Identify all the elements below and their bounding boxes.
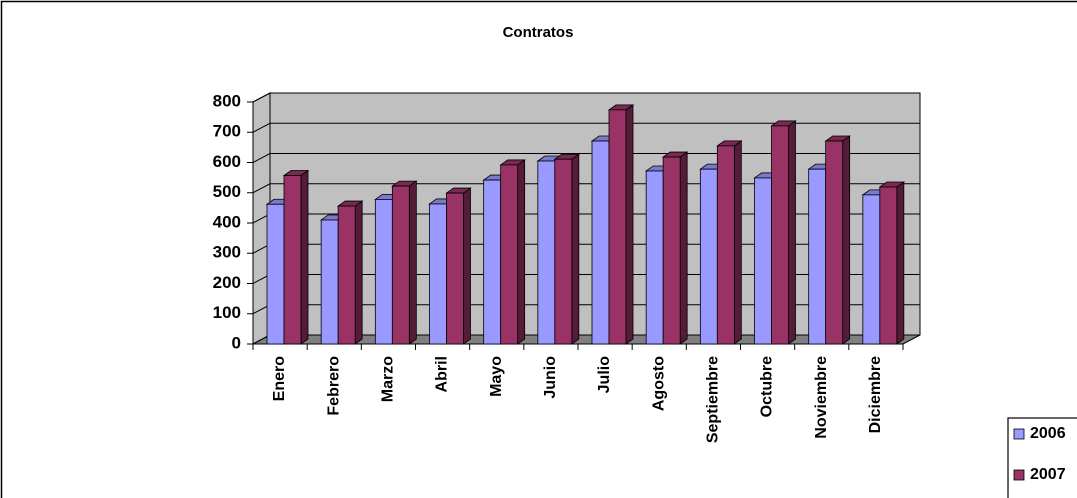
bar bbox=[266, 203, 285, 345]
chart-title: Contratos bbox=[503, 24, 574, 41]
y-tick-label: 200 bbox=[213, 273, 241, 292]
x-tick-label: Febrero bbox=[325, 356, 342, 416]
bar bbox=[771, 125, 789, 345]
bar bbox=[716, 145, 735, 345]
bar bbox=[391, 185, 410, 345]
x-tick-label: Abril bbox=[434, 356, 451, 392]
bar bbox=[699, 168, 718, 345]
y-tick-label: 100 bbox=[213, 303, 241, 322]
bar bbox=[808, 168, 827, 345]
bar-side bbox=[354, 200, 363, 345]
bar bbox=[825, 140, 844, 345]
bar bbox=[537, 160, 556, 345]
y-tick-label: 0 bbox=[232, 333, 241, 352]
x-tick-label: Octubre bbox=[759, 356, 776, 417]
bar bbox=[754, 177, 772, 345]
grid-line bbox=[252, 153, 920, 163]
bar bbox=[662, 156, 681, 345]
y-tick-label: 500 bbox=[213, 182, 241, 201]
legend-label: 2007 bbox=[1030, 466, 1066, 483]
bar bbox=[283, 175, 302, 345]
bar-side bbox=[788, 120, 796, 345]
x-tick-label: Diciembre bbox=[867, 356, 884, 433]
grid-line bbox=[252, 122, 920, 133]
bar bbox=[320, 219, 339, 345]
bar-side bbox=[517, 159, 526, 345]
bar-side bbox=[300, 169, 309, 345]
bar bbox=[374, 199, 393, 345]
x-tick-label: Noviembre bbox=[813, 356, 830, 439]
bar bbox=[429, 203, 447, 345]
legend-label: 2006 bbox=[1030, 425, 1066, 442]
bar bbox=[500, 164, 519, 345]
y-tick-label: 400 bbox=[213, 212, 241, 231]
x-tick-label: Julio bbox=[596, 356, 613, 394]
x-tick-label: Marzo bbox=[380, 356, 397, 402]
bar-side bbox=[842, 135, 851, 345]
bar-side bbox=[733, 140, 742, 345]
x-tick-label: Agosto bbox=[650, 356, 667, 411]
y-tick-label: 300 bbox=[213, 243, 241, 262]
legend-swatch bbox=[1013, 428, 1025, 440]
bar bbox=[608, 109, 627, 345]
bar-side bbox=[408, 180, 417, 345]
bar-side bbox=[571, 153, 580, 345]
bar bbox=[483, 179, 502, 345]
bar-side bbox=[625, 104, 634, 345]
bar bbox=[337, 205, 356, 345]
y-tick-label: 600 bbox=[213, 152, 241, 171]
bar-side bbox=[463, 187, 471, 345]
bar bbox=[862, 194, 881, 345]
y-tick-label: 700 bbox=[213, 122, 241, 141]
bar-side bbox=[679, 151, 688, 345]
bar bbox=[879, 186, 898, 345]
bar bbox=[591, 140, 610, 345]
x-tick-label: Junio bbox=[542, 356, 559, 399]
x-tick-label: Septiembre bbox=[705, 356, 722, 443]
y-tick-label: 800 bbox=[213, 91, 241, 110]
bar-side bbox=[896, 181, 905, 345]
bar bbox=[554, 158, 573, 345]
grid-line bbox=[252, 92, 920, 103]
x-tick-label: Enero bbox=[271, 356, 288, 402]
bar bbox=[645, 170, 664, 345]
x-tick-label: Mayo bbox=[488, 356, 505, 397]
legend-swatch bbox=[1013, 469, 1025, 481]
bar bbox=[446, 192, 464, 345]
